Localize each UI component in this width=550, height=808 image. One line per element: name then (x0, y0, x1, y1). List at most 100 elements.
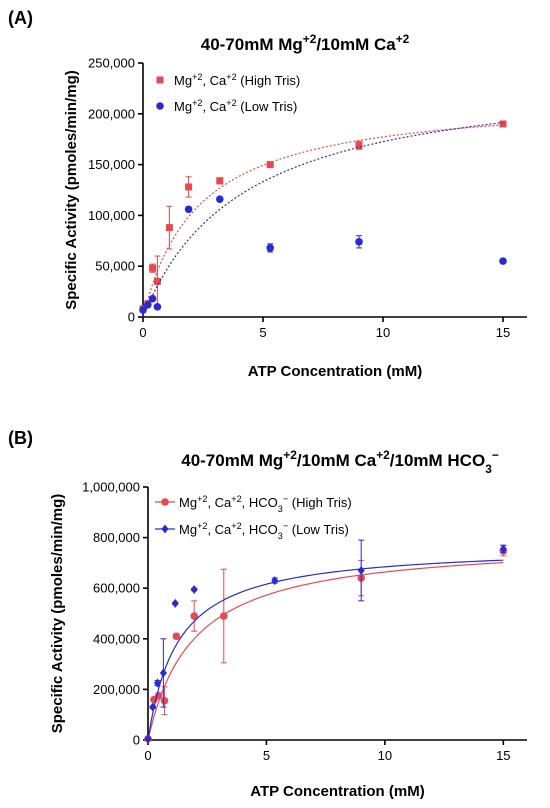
legend-marker (161, 498, 169, 506)
panel-letter: (A) (8, 8, 33, 28)
y-axis-title: Specific Activity (pmoles/min/mg) (63, 70, 80, 310)
data-point (159, 668, 167, 678)
legend-label: Mg+2, Ca+2 (High Tris) (174, 72, 300, 88)
legend-label-segment: (Low Tris) (288, 522, 349, 537)
data-point (153, 277, 161, 285)
data-point (185, 183, 193, 191)
data-point (165, 224, 173, 232)
x-tick-label: 0 (139, 325, 146, 340)
y-tick-label: 800,000 (93, 530, 140, 545)
data-point (144, 301, 152, 309)
y-tick-label: 400,000 (93, 631, 140, 646)
y-tick-label: 600,000 (93, 581, 140, 596)
chart-title-segment: /10mM Ca (297, 451, 377, 470)
legend-label-segment: (Low Tris) (237, 99, 298, 114)
legend-label-segment: − (283, 521, 288, 531)
x-tick-label: 15 (496, 748, 510, 763)
data-point (172, 632, 181, 641)
legend-label-segment: , HCO (242, 522, 278, 537)
legend-label-segment: (High Tris) (237, 73, 301, 88)
data-point (190, 612, 198, 620)
fit-curve (142, 124, 504, 318)
y-axis-title: Specific Activity (pmoles/min/mg) (49, 494, 66, 734)
data-point (171, 598, 179, 608)
legend-label-segment: , Ca (202, 73, 227, 88)
series-high-tris: Mg+2, Ca+2 (High Tris) (139, 72, 507, 318)
x-tick-label: 10 (378, 748, 392, 763)
chart-title-segment: /10mM Ca (316, 35, 396, 54)
chart-panel-b: (B)40-70mM Mg+2/10mM Ca+2/10mM HCO3−0200… (8, 428, 527, 800)
data-point (190, 584, 198, 594)
legend-marker (156, 76, 164, 84)
legend-label-segment: , HCO (242, 495, 278, 510)
data-point (144, 734, 152, 744)
fit-curve (142, 121, 504, 318)
legend-marker (156, 102, 164, 110)
data-point (499, 120, 507, 128)
legend-label-segment: , Ca (207, 522, 232, 537)
series-low-tris: Mg+2, Ca+2, HCO3− (Low Tris) (144, 521, 507, 744)
data-point (220, 612, 228, 620)
legend-label-segment: 3 (278, 531, 283, 541)
data-point (499, 544, 507, 554)
data-point (153, 678, 161, 688)
legend-label-segment: 3 (278, 504, 283, 514)
x-tick-label: 15 (496, 325, 510, 340)
chart-title-segment: +2 (376, 448, 390, 462)
data-point (357, 565, 365, 575)
legend-label-segment: +2 (231, 521, 241, 531)
legend-label-segment: +2 (192, 72, 202, 82)
data-point (271, 576, 279, 586)
legend-label-segment: , Ca (202, 99, 227, 114)
chart-title: 40-70mM Mg+2/10mM Ca+2 (201, 32, 410, 54)
legend-label-segment: +2 (192, 98, 202, 108)
fit-curve (147, 562, 504, 741)
legend-label-segment: , Ca (207, 495, 232, 510)
data-point (149, 264, 157, 272)
x-axis-title: ATP Concentration (mM) (250, 783, 424, 800)
legend-label: Mg+2, Ca+2, HCO3− (Low Tris) (179, 521, 349, 541)
chart-title-segment: − (492, 448, 499, 462)
legend-label-segment: (High Tris) (288, 495, 352, 510)
chart-title-segment: /10mM HCO (390, 451, 485, 470)
data-point (149, 702, 157, 712)
data-point (266, 244, 275, 252)
y-tick-label: 0 (133, 733, 140, 748)
legend-label-segment: Mg (174, 99, 192, 114)
y-tick-label: 200,000 (93, 682, 140, 697)
chart-title-segment: +2 (396, 32, 410, 46)
chart-title-segment: 3 (485, 462, 492, 476)
panel-letter: (B) (8, 428, 33, 448)
data-point (499, 257, 507, 265)
x-tick-label: 0 (144, 748, 151, 763)
data-point (216, 177, 224, 185)
x-tick-label: 10 (376, 325, 390, 340)
legend-label-segment: Mg (174, 73, 192, 88)
x-tick-label: 5 (259, 325, 266, 340)
legend-label: Mg+2, Ca+2 (Low Tris) (174, 98, 297, 114)
data-point (148, 294, 157, 303)
data-point (160, 696, 169, 705)
data-point (184, 205, 193, 214)
chart-title-segment: 40-70mM Mg (181, 451, 283, 470)
data-point (153, 303, 162, 311)
x-tick-label: 5 (263, 748, 270, 763)
y-tick-label: 100,000 (88, 208, 135, 223)
data-point (216, 195, 224, 203)
legend-label-segment: +2 (226, 98, 236, 108)
legend-label-segment: +2 (231, 494, 241, 504)
chart-panel-a: (A)40-70mM Mg+2/10mM Ca+2050,000100,0001… (8, 8, 527, 380)
legend-marker (161, 524, 169, 534)
data-point (355, 238, 363, 246)
data-point (139, 306, 147, 314)
data-point (266, 161, 274, 169)
legend-label-segment: Mg (179, 495, 197, 510)
legend-label-segment: Mg (179, 522, 197, 537)
chart-title-segment: 40-70mM Mg (201, 35, 303, 54)
legend-label: Mg+2, Ca+2, HCO3− (High Tris) (179, 494, 352, 514)
legend-label-segment: − (283, 494, 288, 504)
y-tick-label: 50,000 (95, 259, 135, 274)
legend-label-segment: +2 (197, 521, 207, 531)
data-point (355, 141, 363, 149)
